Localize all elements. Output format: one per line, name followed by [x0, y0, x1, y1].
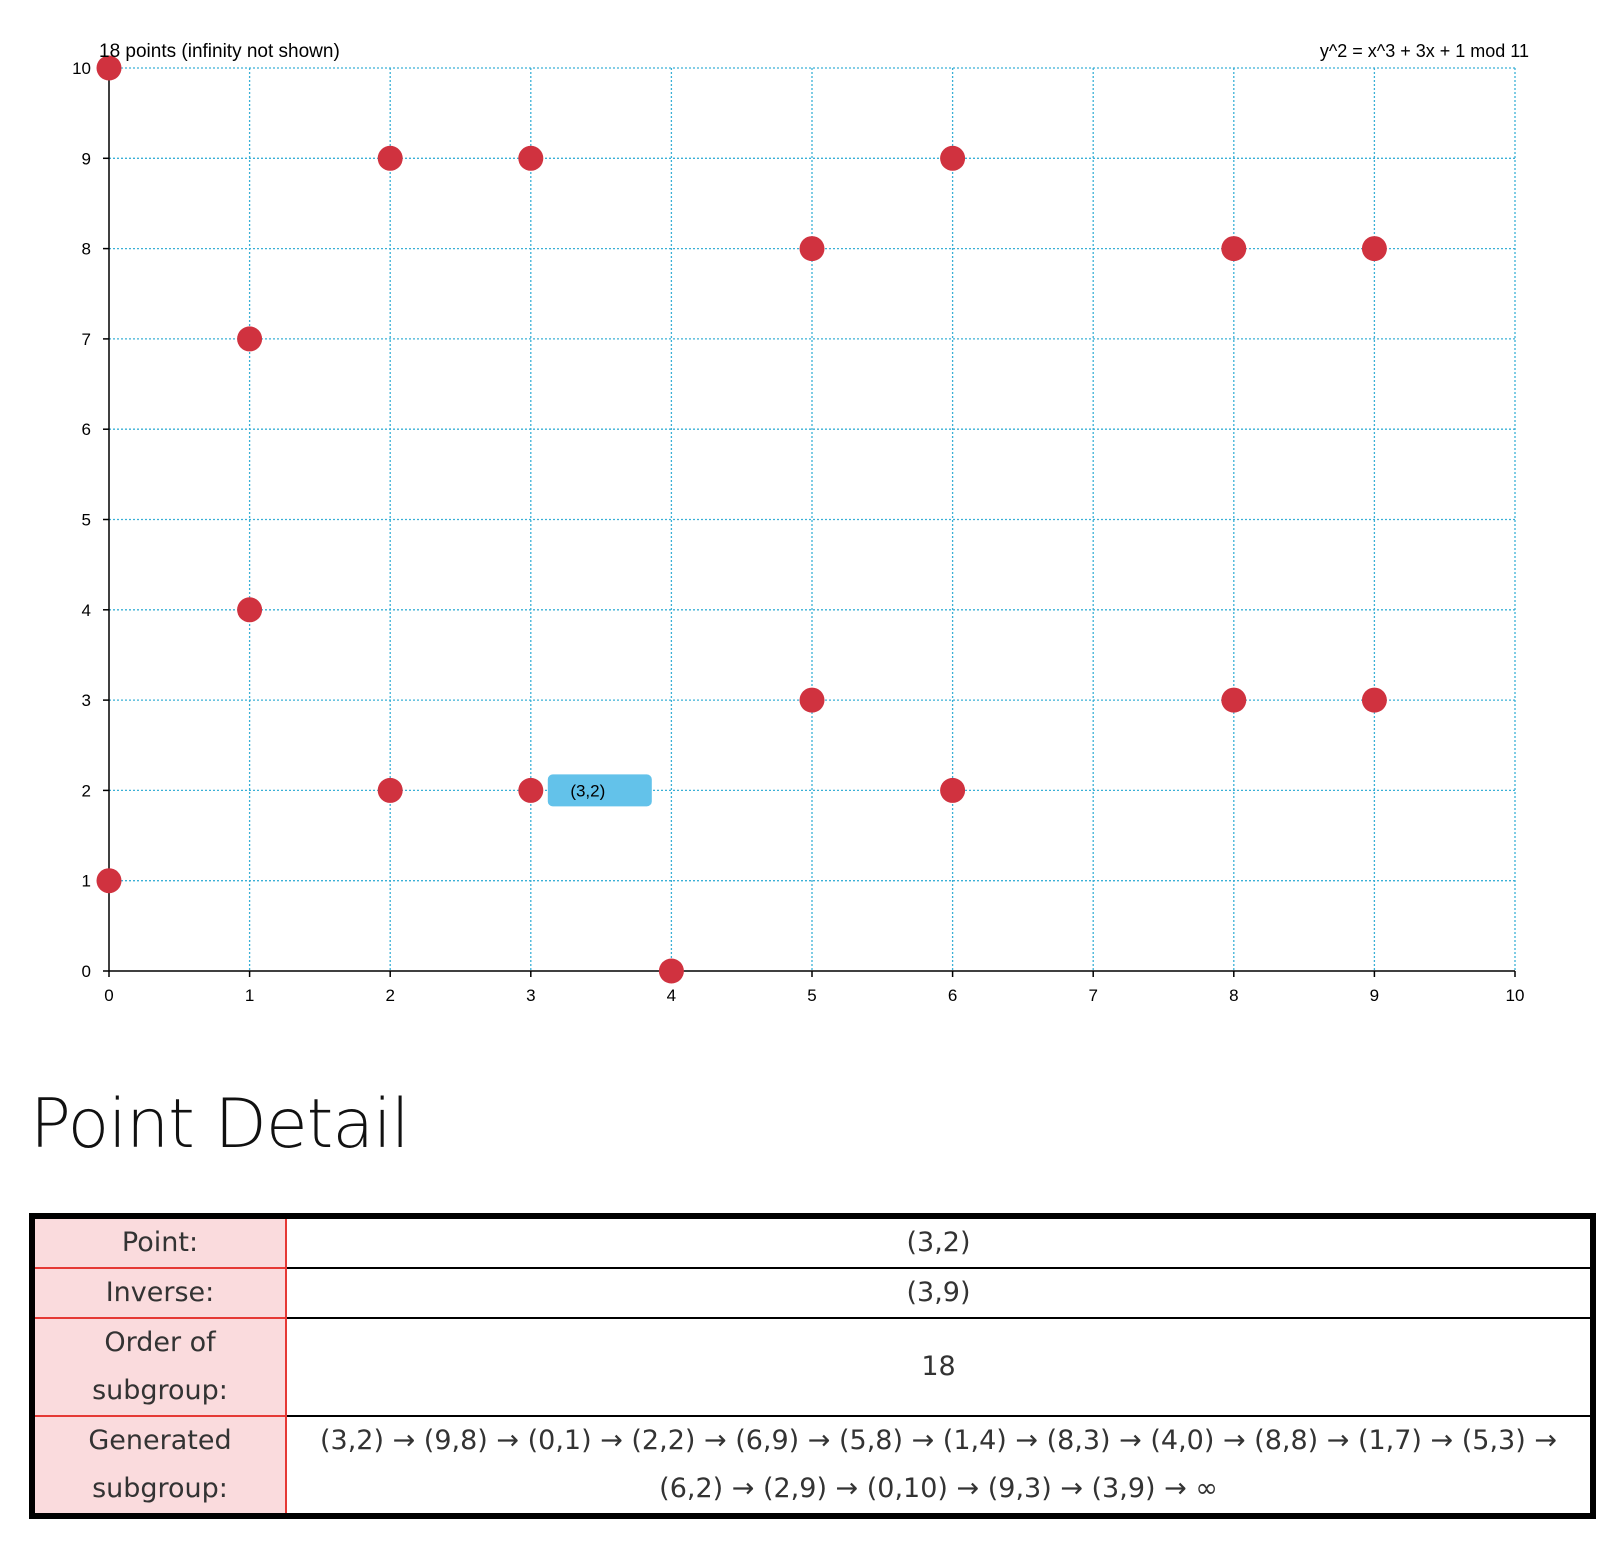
chart-axes — [103, 67, 1516, 977]
curve-point[interactable] — [237, 326, 263, 352]
x-tick-label: 0 — [104, 986, 113, 1005]
curve-point[interactable] — [1361, 687, 1387, 713]
x-tick-label: 7 — [1088, 986, 1097, 1005]
curve-point[interactable] — [1221, 236, 1247, 262]
detail-label: Generated subgroup: — [32, 1416, 287, 1516]
x-tick-label: 9 — [1370, 986, 1379, 1005]
detail-label: Point: — [32, 1216, 287, 1269]
detail-row-point: Point: (3,2) — [32, 1216, 1593, 1269]
curve-point[interactable] — [799, 236, 825, 262]
detail-row-generated-subgroup: Generated subgroup: (3,2) → (9,8) → (0,1)… — [32, 1416, 1593, 1516]
y-tick-label: 5 — [82, 511, 91, 530]
detail-value: (3,9) — [286, 1268, 1593, 1319]
curve-point[interactable] — [658, 958, 684, 984]
x-tick-label: 2 — [385, 986, 394, 1005]
tooltip-label: (3,2) — [570, 781, 605, 800]
y-tick-label: 0 — [82, 962, 91, 981]
y-tick-label: 7 — [82, 330, 91, 349]
y-tick-label: 9 — [82, 149, 91, 168]
curve-point[interactable] — [518, 145, 544, 171]
curve-point[interactable] — [237, 597, 263, 623]
y-tick-label: 2 — [82, 781, 91, 800]
curve-point[interactable] — [940, 145, 966, 171]
detail-value: (3,2) — [286, 1216, 1593, 1269]
curve-point[interactable] — [518, 777, 544, 803]
detail-value: 18 — [286, 1318, 1593, 1417]
curve-point[interactable] — [377, 777, 403, 803]
x-tick-label: 5 — [807, 986, 816, 1005]
x-tick-label: 1 — [245, 986, 254, 1005]
x-tick-label: 4 — [667, 986, 676, 1005]
curve-point[interactable] — [96, 55, 122, 81]
x-tick-label: 6 — [948, 986, 957, 1005]
point-detail-table: Point: (3,2) Inverse: (3,9) Order of subgrou… — [29, 1213, 1596, 1519]
elliptic-curve-scatter-chart: 0 1 2 3 4 5 6 7 8 9 10 0 1 2 3 4 5 6 7 8 9 10 (3,2) 18 points… — [72, 41, 1529, 1005]
curve-point[interactable] — [1361, 236, 1387, 262]
chart-points[interactable] — [96, 55, 1387, 984]
y-tick-label: 3 — [82, 691, 91, 710]
x-tick-label: 10 — [1506, 986, 1525, 1005]
curve-point[interactable] — [940, 777, 966, 803]
detail-row-inverse: Inverse: (3,9) — [32, 1268, 1593, 1319]
curve-equation: y^2 = x^3 + 3x + 1 mod 11 — [1320, 41, 1529, 61]
curve-point[interactable] — [1221, 687, 1247, 713]
point-detail-heading: Point Detail — [30, 1085, 410, 1164]
y-tick-label: 10 — [72, 59, 91, 78]
point-tooltip: (3,2) — [547, 774, 652, 807]
chart-title: 18 points (infinity not shown) — [99, 41, 340, 62]
y-tick-label: 6 — [82, 420, 91, 439]
curve-point[interactable] — [96, 868, 122, 894]
detail-value: (3,2) → (9,8) → (0,1) → (2,2) → (6,9) → … — [286, 1416, 1593, 1516]
curve-point[interactable] — [799, 687, 825, 713]
x-tick-label: 3 — [526, 986, 535, 1005]
y-tick-label: 4 — [82, 601, 91, 620]
tooltip-box — [547, 774, 652, 807]
detail-label: Inverse: — [32, 1268, 287, 1319]
detail-label: Order of subgroup: — [32, 1318, 287, 1417]
detail-row-order-of-subgroup: Order of subgroup: 18 — [32, 1318, 1593, 1417]
curve-point[interactable] — [377, 145, 403, 171]
y-tick-label: 1 — [82, 872, 91, 891]
y-tick-label: 8 — [82, 240, 91, 259]
chart-tick-labels: 0 1 2 3 4 5 6 7 8 9 10 0 1 2 3 4 5 6 7 8 9 10 — [72, 59, 1524, 1005]
x-tick-label: 8 — [1229, 986, 1238, 1005]
chart-grid — [109, 67, 1516, 971]
